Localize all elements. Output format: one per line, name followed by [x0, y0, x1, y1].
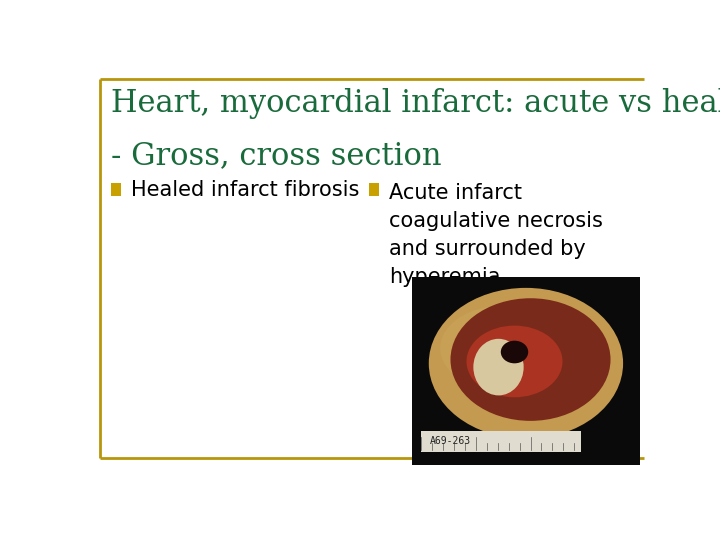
Bar [420, 431, 581, 452]
Bar [369, 183, 379, 196]
Text: Heart, myocardial infarct: acute vs healed: Heart, myocardial infarct: acute vs heal… [111, 87, 720, 119]
Ellipse shape [429, 288, 623, 439]
Ellipse shape [501, 341, 528, 363]
Ellipse shape [451, 298, 611, 421]
Text: - Gross, cross section: - Gross, cross section [111, 140, 442, 171]
Text: Acute infarct
coagulative necrosis
and surrounded by
hyperemia: Acute infarct coagulative necrosis and s… [389, 183, 603, 287]
Bar [412, 276, 640, 465]
Ellipse shape [473, 339, 523, 395]
Bar [111, 183, 121, 196]
Text: A69-263: A69-263 [430, 436, 471, 446]
Ellipse shape [440, 306, 566, 390]
Text: Healed infarct fibrosis: Healed infarct fibrosis [131, 179, 360, 200]
Ellipse shape [467, 326, 562, 397]
